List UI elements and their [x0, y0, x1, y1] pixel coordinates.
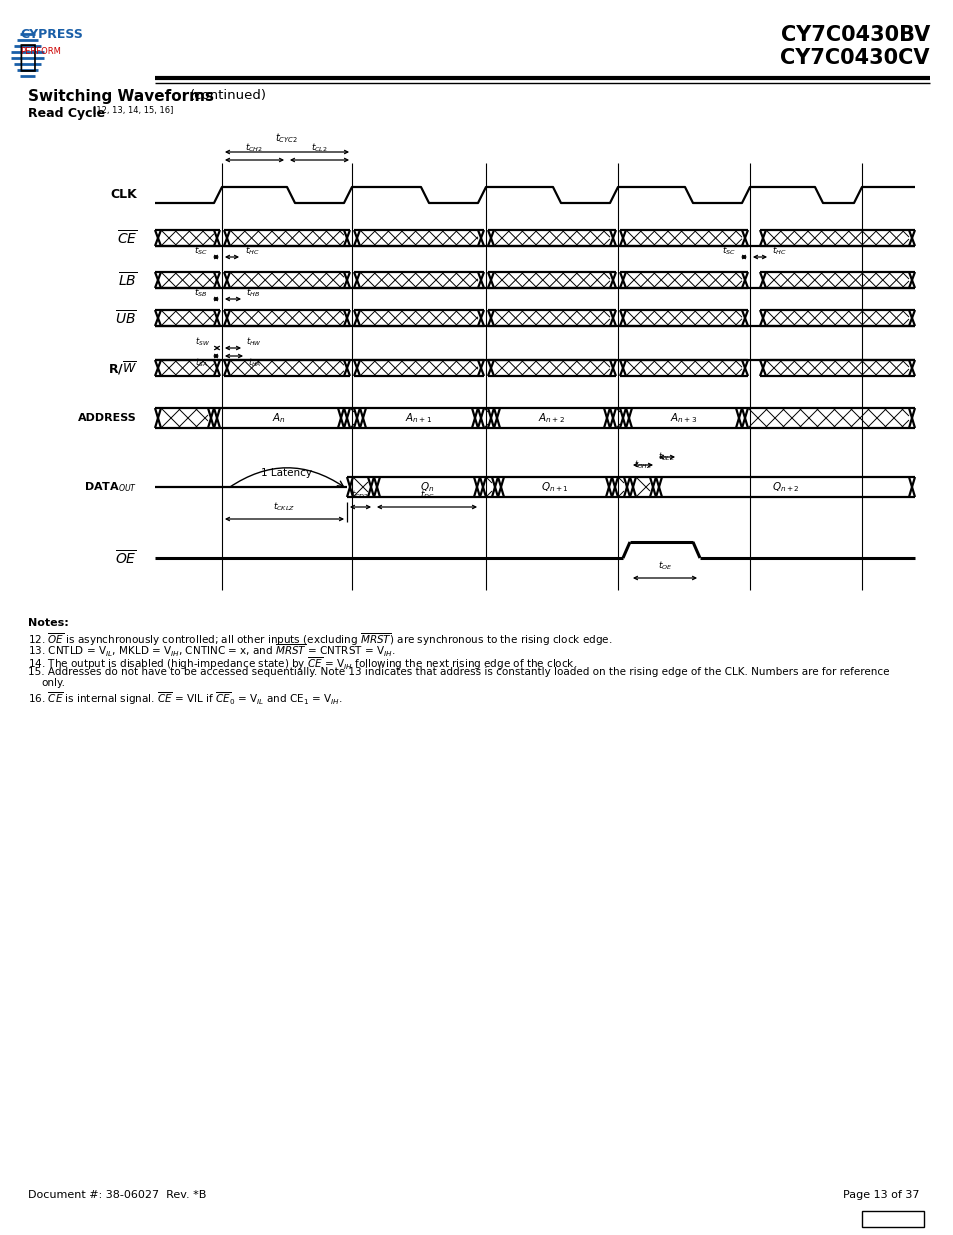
Text: DATA$_{OUT}$: DATA$_{OUT}$ [84, 480, 137, 494]
Text: Switching Waveforms: Switching Waveforms [28, 89, 213, 104]
Text: $t_{OHZ}$: $t_{OHZ}$ [633, 458, 652, 471]
Text: 12. $\overline{OE}$ is asynchronously controlled; all other inputs (excluding $\: 12. $\overline{OE}$ is asynchronously co… [28, 631, 612, 647]
Text: $A_{n+1}$: $A_{n+1}$ [405, 411, 432, 425]
Text: $t_{CKLZ}$: $t_{CKLZ}$ [273, 500, 294, 513]
Text: 1 Latency: 1 Latency [261, 468, 313, 478]
Text: Document #: 38-06027  Rev. *B: Document #: 38-06027 Rev. *B [28, 1191, 206, 1200]
Text: $t_{CYC2}$: $t_{CYC2}$ [275, 131, 298, 144]
Text: ADDRESS: ADDRESS [78, 412, 137, 424]
Text: CLK: CLK [111, 189, 137, 201]
Text: $t_{CD2}$: $t_{CD2}$ [351, 489, 369, 501]
Text: $t_{SC}$: $t_{SC}$ [193, 245, 208, 257]
Bar [862, 1212, 923, 1228]
Text: $A_{n+2}$: $A_{n+2}$ [537, 411, 565, 425]
Text: CYPRESS: CYPRESS [20, 28, 83, 42]
Text: 14. The output is disabled (high-impedance state) by $\overline{CE}$ = V$_{IH}$ : 14. The output is disabled (high-impedan… [28, 655, 577, 672]
Text: $t_{HC}$: $t_{HC}$ [245, 245, 259, 257]
Text: (continued): (continued) [190, 89, 267, 103]
Text: 🔵: 🔵 [19, 43, 37, 73]
Text: $\overline{UB}$: $\overline{UB}$ [115, 309, 137, 327]
Text: $t_{HB}$: $t_{HB}$ [246, 287, 260, 299]
Text: only.: only. [41, 678, 65, 688]
Text: Page 13 of 37: Page 13 of 37 [842, 1191, 919, 1200]
Text: 15. Addresses do not have to be accessed sequentially. Note 13 indicates that ad: 15. Addresses do not have to be accessed… [28, 667, 888, 677]
Text: $t_{SA}$: $t_{SA}$ [195, 357, 208, 369]
Text: $t_{DC}$: $t_{DC}$ [419, 489, 434, 501]
Text: $A_n$: $A_n$ [272, 411, 286, 425]
Text: $t_{HW}$: $t_{HW}$ [246, 336, 261, 348]
Text: [12, 13, 14, 15, 16]: [12, 13, 14, 15, 16] [92, 105, 173, 115]
Text: Notes:: Notes: [28, 618, 69, 629]
Text: Read Cycle: Read Cycle [28, 106, 105, 120]
Text: $t_{OE}$: $t_{OE}$ [657, 559, 672, 572]
Text: $\overline{CE}$: $\overline{CE}$ [116, 228, 137, 247]
Text: $t_{OLZ}$: $t_{OLZ}$ [658, 451, 675, 463]
Text: $t_{SW}$: $t_{SW}$ [194, 336, 210, 348]
Text: $Q_{n+1}$: $Q_{n+1}$ [540, 480, 568, 494]
Text: 16. $\overline{CE}$ is internal signal. $\overline{CE}$ = VIL if $\overline{CE}_: 16. $\overline{CE}$ is internal signal. … [28, 690, 342, 706]
Text: $t_{SB}$: $t_{SB}$ [194, 287, 208, 299]
Text: CY7C0430CV: CY7C0430CV [780, 48, 929, 68]
Text: $t_{HA}$: $t_{HA}$ [248, 357, 261, 369]
Text: R/$\overline{W}$: R/$\overline{W}$ [108, 359, 137, 377]
Text: $\overline{LB}$: $\overline{LB}$ [117, 270, 137, 289]
Text: $\overline{OE}$: $\overline{OE}$ [115, 548, 137, 567]
Text: $t_{SC}$: $t_{SC}$ [721, 245, 735, 257]
Text: $Q_{n+2}$: $Q_{n+2}$ [771, 480, 799, 494]
Text: $t_{CL2}$: $t_{CL2}$ [311, 142, 328, 154]
Text: $Q_n$: $Q_n$ [419, 480, 434, 494]
Text: $A_{n+3}$: $A_{n+3}$ [670, 411, 697, 425]
Text: PERFORM: PERFORM [20, 47, 61, 57]
Text: CY7C0430BV: CY7C0430BV [780, 25, 929, 44]
Text: $t_{CH2}$: $t_{CH2}$ [245, 142, 263, 154]
Text: $t_{HC}$: $t_{HC}$ [771, 245, 786, 257]
Text: 13. CNTLD = V$_{IL}$, MKLD = V$_{IH}$, CNTINC = x, and $\overline{MRST}$ = CNTRS: 13. CNTLD = V$_{IL}$, MKLD = V$_{IH}$, C… [28, 643, 395, 659]
